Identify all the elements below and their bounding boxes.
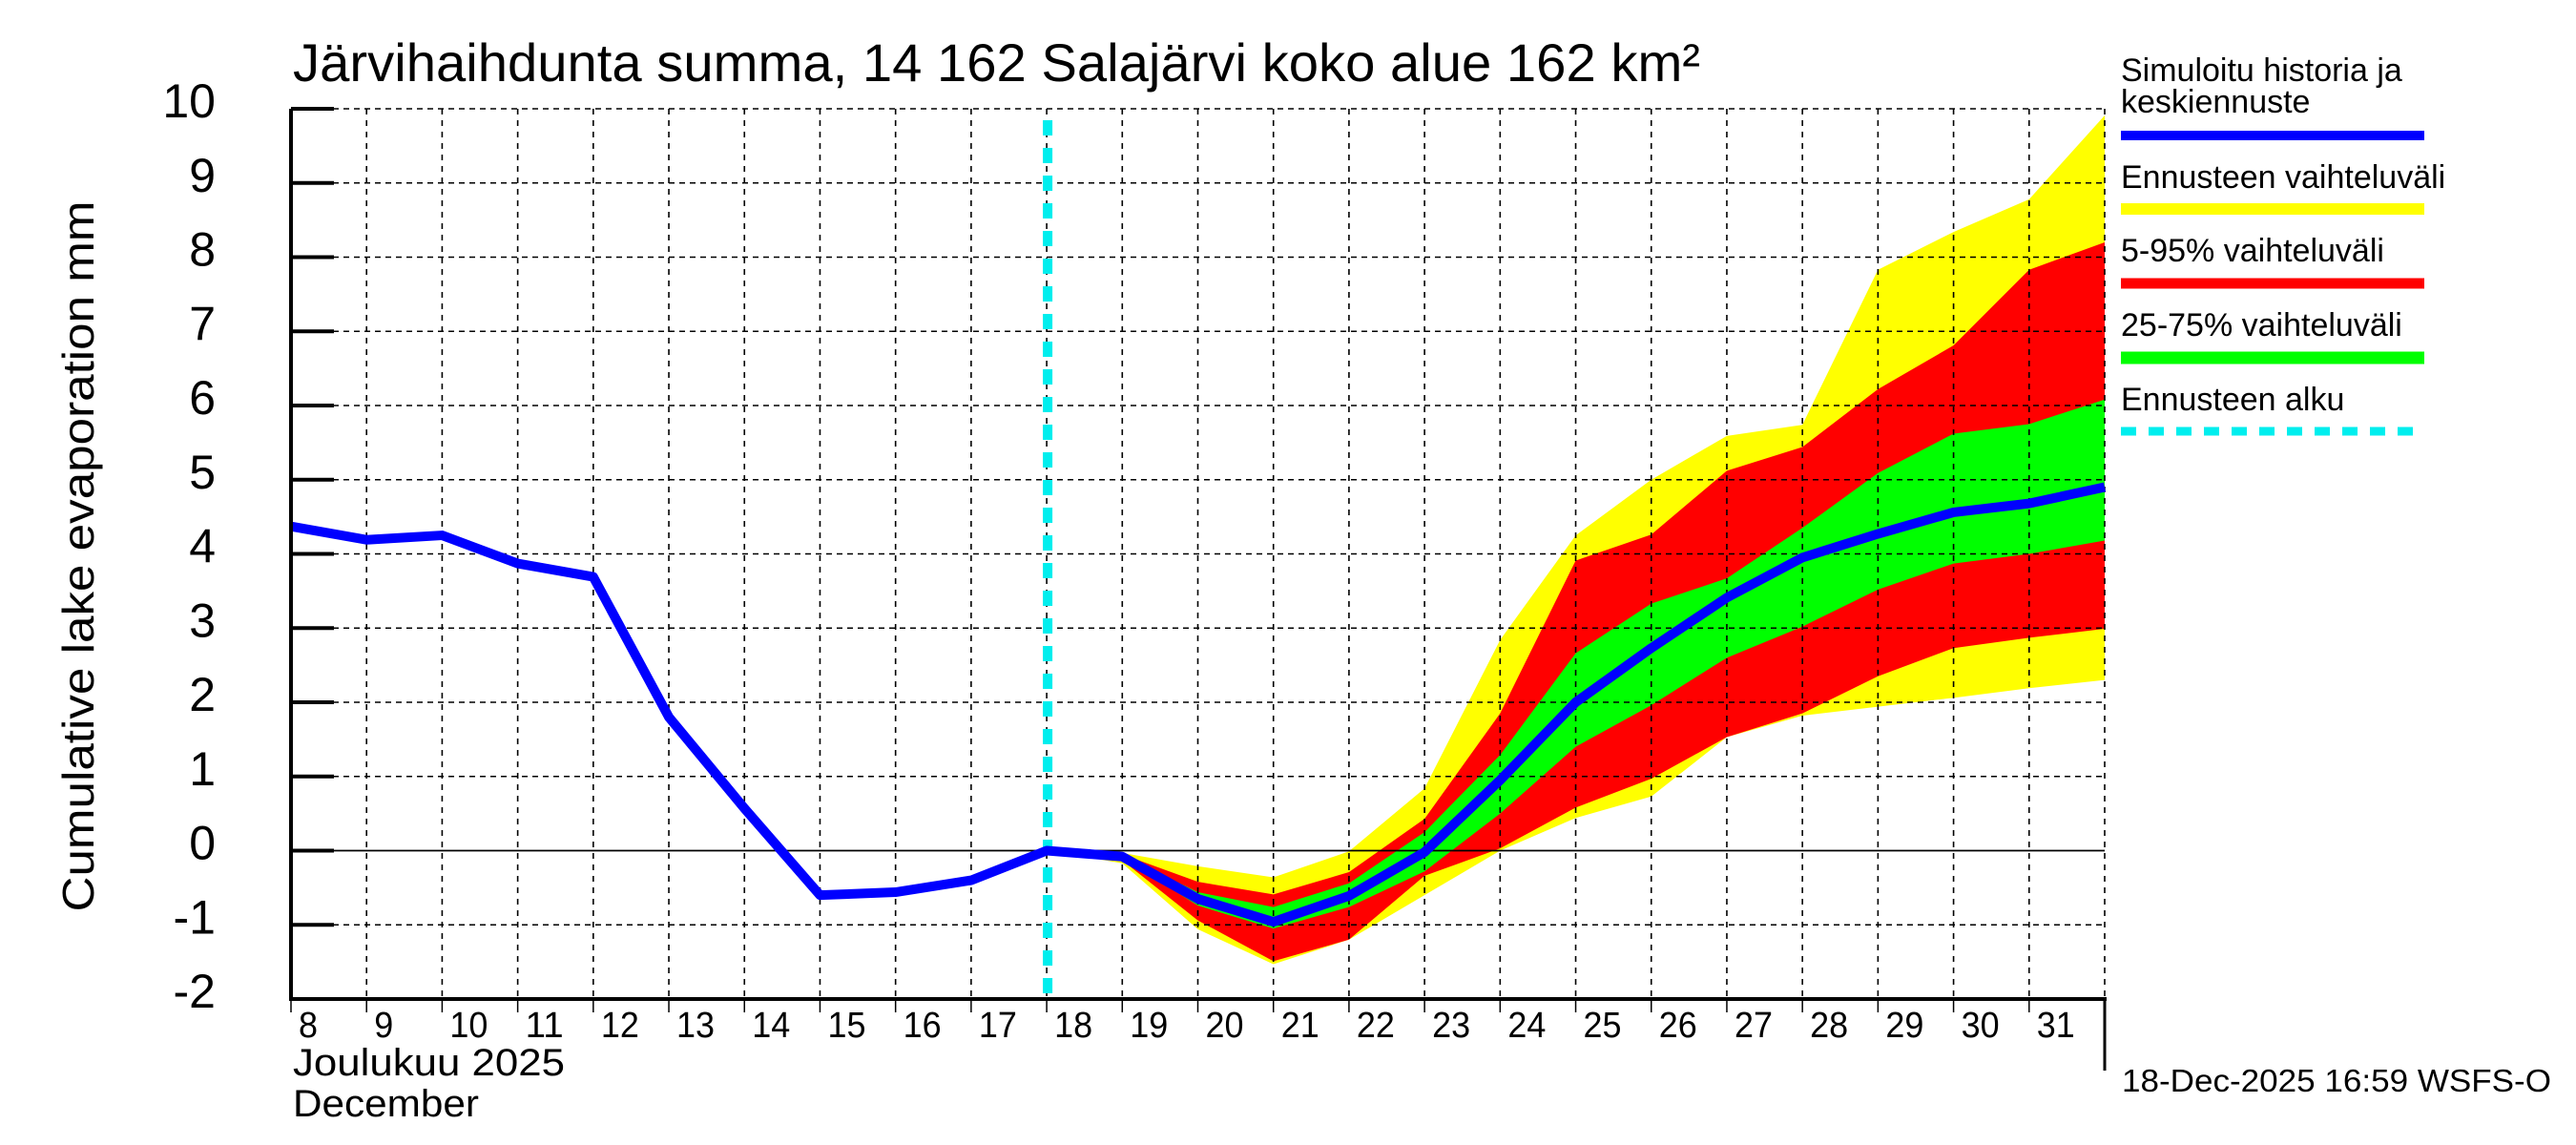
legend-label: Ennusteen alku <box>2121 382 2344 418</box>
y-tick-label: 3 <box>189 593 216 647</box>
legend-swatch <box>2121 278 2424 289</box>
y-tick-label: -1 <box>174 890 216 944</box>
legend-label: 5-95% vaihteluväli <box>2121 233 2384 269</box>
y-tick-label: 9 <box>189 149 216 202</box>
x-tick-label: 13 <box>676 1006 715 1046</box>
legend-label: Ennusteen vaihteluväli <box>2121 159 2445 196</box>
band-0 <box>1047 114 2105 965</box>
y-tick-label: 1 <box>189 742 216 796</box>
x-tick-label: 22 <box>1357 1006 1395 1046</box>
x-axis-month-label: Joulukuu 2025 <box>293 1042 565 1084</box>
x-tick-label: 20 <box>1206 1006 1244 1046</box>
y-tick-label: -2 <box>174 965 216 1018</box>
y-tick-label: 8 <box>189 223 216 277</box>
x-tick-label: 26 <box>1659 1006 1697 1046</box>
x-tick-label: 31 <box>2037 1006 2075 1046</box>
chart-title: Järvihaihdunta summa, 14 162 Salajärvi k… <box>293 32 1700 93</box>
grid <box>291 108 2106 999</box>
x-tick-label: 11 <box>526 1006 564 1046</box>
axes <box>289 107 2107 1071</box>
legend-label: 25-75% vaihteluväli <box>2121 307 2402 344</box>
legend-label-line2: keskiennuste <box>2121 84 2310 120</box>
x-tick-label: 16 <box>904 1006 942 1046</box>
x-tick-label: 19 <box>1130 1006 1168 1046</box>
x-tick-label: 25 <box>1584 1006 1622 1046</box>
y-tick-label: 0 <box>189 817 216 870</box>
y-tick-label: 5 <box>189 446 216 499</box>
x-tick-label: 29 <box>1885 1006 1923 1046</box>
x-tick-label: 27 <box>1735 1006 1773 1046</box>
y-axis-label: Cumulative lake evaporation mm <box>53 201 103 912</box>
y-tick-label: 6 <box>189 371 216 425</box>
x-tick-label: 21 <box>1281 1006 1319 1046</box>
legend-swatch <box>2121 351 2424 364</box>
x-tick-label: 28 <box>1810 1006 1848 1046</box>
x-tick-label: 8 <box>299 1006 318 1046</box>
x-tick-label: 17 <box>979 1006 1017 1046</box>
y-tick-label: 4 <box>189 520 216 573</box>
legend-item: Ennusteen vaihteluväli <box>2121 159 2445 215</box>
x-tick-label: 9 <box>374 1006 393 1046</box>
x-tick-label: 23 <box>1432 1006 1470 1046</box>
legend-item: Ennusteen alku <box>2121 382 2424 436</box>
y-tick-labels: -2 -1 0 1 2 3 4 5 6 7 8 9 10 <box>162 74 216 1018</box>
x-tick-label: 24 <box>1507 1006 1546 1046</box>
x-tick-label: 12 <box>601 1006 639 1046</box>
legend-label: Simuloitu historia ja <box>2121 52 2402 89</box>
x-tick-label: 18 <box>1054 1006 1092 1046</box>
legend-item: 25-75% vaihteluväli <box>2121 307 2424 364</box>
legend-swatch <box>2121 203 2424 215</box>
x-axis-month-label-english: December <box>293 1083 479 1125</box>
x-tick-label: 10 <box>449 1006 488 1046</box>
x-tick-label: 30 <box>1962 1006 2000 1046</box>
legend-swatch <box>2121 131 2424 140</box>
series <box>290 120 2107 999</box>
y-tick-label: 10 <box>162 74 216 128</box>
y-tick-label: 7 <box>189 297 216 350</box>
x-tick-labels: 8 9 10 11 12 13 14 15 16 17 18 19 20 21 22 23 24 25 26 27 28… <box>299 1006 2075 1046</box>
timestamp: 18-Dec-2025 16:59 WSFS-O <box>2122 1063 2551 1098</box>
legend-item: 5-95% vaihteluväli <box>2121 233 2424 289</box>
x-tick-label: 14 <box>752 1006 790 1046</box>
x-tick-label: 15 <box>827 1006 865 1046</box>
y-tick-label: 2 <box>189 668 216 721</box>
